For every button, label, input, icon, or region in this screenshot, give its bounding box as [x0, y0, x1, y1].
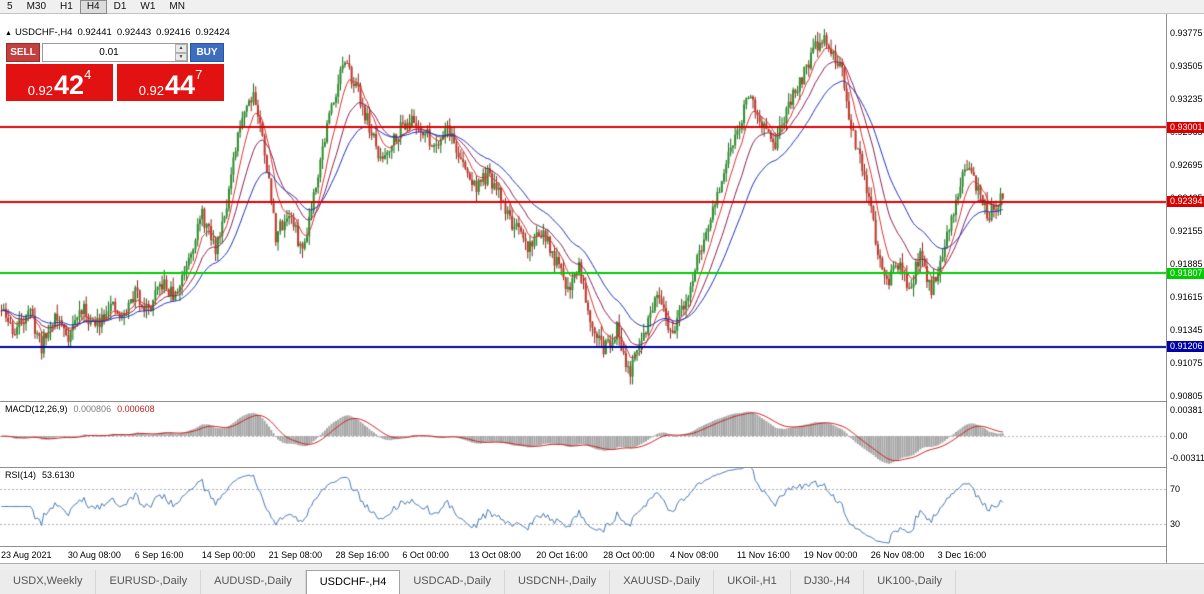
- price-scale[interactable]: 0.937750.935050.932350.929650.926950.924…: [1166, 14, 1204, 563]
- buy-button[interactable]: BUY: [190, 43, 224, 62]
- timeframe-button-mn[interactable]: MN: [162, 0, 192, 14]
- pane-separator[interactable]: [0, 467, 1204, 468]
- hline-price-badge: 0.92394: [1167, 196, 1204, 208]
- chart-canvas[interactable]: [0, 14, 1166, 563]
- macd-axis-label: -0.00311: [1170, 452, 1204, 463]
- chart-tab-dj30-h4[interactable]: DJ30-,H4: [791, 570, 865, 594]
- timeframe-button-d1[interactable]: D1: [107, 0, 134, 14]
- price-axis-label: 0.91885: [1170, 258, 1203, 269]
- chart-region: ▲ USDCHF-,H4 0.92441 0.92443 0.92416 0.92424 …: [0, 14, 1204, 563]
- ohlc-close: 0.92424: [195, 27, 230, 38]
- time-axis-label: 30 Aug 08:00: [67, 550, 121, 560]
- pane-separator[interactable]: [0, 401, 1204, 402]
- price-axis-label: 0.91075: [1170, 357, 1203, 368]
- time-axis-label: 21 Sep 08:00: [268, 550, 323, 560]
- timeframe-button-h4[interactable]: H4: [79, 0, 107, 14]
- time-scale[interactable]: 23 Aug 2021 30 Aug 08:00 6 Sep 16:00 14 Sep…: [0, 547, 1166, 563]
- price-axis-label: 0.93235: [1170, 93, 1203, 104]
- time-axis-label: 3 Dec 16:00: [937, 550, 987, 560]
- rsi-axis-label: 70: [1170, 484, 1181, 495]
- hline-price-badge: 0.91206: [1167, 341, 1204, 353]
- macd-indicator-label: MACD(12,26,9) 0.000806 0.000608: [5, 404, 155, 414]
- chart-tab-usdcnh-daily[interactable]: USDCNH-,Daily: [505, 570, 611, 594]
- timeframe-button-h1[interactable]: H1: [53, 0, 80, 14]
- price-axis-label: 0.92695: [1170, 159, 1203, 170]
- chart-tab-usdchf-h4[interactable]: USDCHF-,H4: [305, 570, 401, 594]
- lot-increase-button[interactable]: ▲: [175, 44, 187, 53]
- chart-tab-eurusd-daily[interactable]: EURUSD-,Daily: [96, 570, 202, 594]
- timeframe-button-w1[interactable]: W1: [133, 0, 162, 14]
- sell-button[interactable]: SELL: [6, 43, 40, 62]
- macd-name: MACD(12,26,9): [5, 404, 68, 414]
- hline-price-badge: 0.91807: [1167, 267, 1204, 279]
- sell-price-prefix: 0.92: [27, 83, 54, 98]
- price-axis-label: 0.92155: [1170, 225, 1203, 236]
- buy-price-display[interactable]: 0.92 44 7: [117, 64, 224, 101]
- sell-price-big: 42: [54, 70, 85, 100]
- time-axis-label: 14 Sep 00:00: [201, 550, 256, 560]
- pane-separator[interactable]: [0, 546, 1204, 547]
- ohlc-low: 0.92416: [156, 27, 191, 38]
- buy-price-big: 44: [165, 70, 196, 100]
- rsi-name: RSI(14): [5, 470, 37, 480]
- timeframe-toolbar: 5 M30 H1 H4 D1 W1 MN: [0, 0, 1204, 14]
- ohlc-open: 0.92441: [77, 27, 112, 38]
- lot-size-box: ▲ ▼: [42, 43, 188, 62]
- time-axis-label: 6 Sep 16:00: [134, 550, 184, 560]
- chart-tab-uk100-daily[interactable]: UK100-,Daily: [864, 570, 957, 594]
- chart-tab-usdcad-daily[interactable]: USDCAD-,Daily: [400, 570, 505, 594]
- time-axis-label: 4 Nov 08:00: [670, 550, 719, 560]
- time-axis-label: 20 Oct 16:00: [536, 550, 588, 560]
- buy-price-prefix: 0.92: [138, 83, 165, 98]
- chart-title: ▲ USDCHF-,H4 0.92441 0.92443 0.92416 0.92424: [5, 27, 235, 38]
- time-axis-label: 13 Oct 08:00: [469, 550, 521, 560]
- macd-axis-label: 0.00381: [1170, 404, 1203, 415]
- lot-size-input[interactable]: [43, 44, 175, 61]
- lot-decrease-button[interactable]: ▼: [175, 52, 187, 61]
- chart-symbol: USDCHF-,H4: [14, 27, 73, 38]
- price-axis-label: 0.93775: [1170, 27, 1203, 38]
- sell-price-display[interactable]: 0.92 42 4: [6, 64, 113, 101]
- rsi-indicator-label: RSI(14) 53.6130: [5, 470, 75, 480]
- timeframe-button-m30[interactable]: M30: [20, 0, 53, 14]
- ohlc-high: 0.92443: [116, 27, 152, 38]
- chart-tab-audusd-daily[interactable]: AUDUSD-,Daily: [201, 570, 306, 594]
- macd-axis-label: 0.00: [1170, 431, 1188, 442]
- time-axis-label: 28 Sep 16:00: [335, 550, 390, 560]
- status-strip: [0, 563, 1204, 570]
- price-axis-label: 0.91615: [1170, 291, 1203, 302]
- hline-price-badge: 0.93001: [1167, 121, 1204, 133]
- chart-tab-xauusd-daily[interactable]: XAUUSD-,Daily: [610, 570, 715, 594]
- macd-main-value: 0.000806: [73, 404, 112, 414]
- price-axis-label: 0.91345: [1170, 324, 1203, 335]
- buy-price-sup: 7: [195, 67, 203, 82]
- time-axis-label: 23 Aug 2021: [1, 550, 52, 560]
- timeframe-button-5[interactable]: 5: [0, 0, 20, 14]
- time-axis-label: 19 Nov 00:00: [803, 550, 858, 560]
- collapse-one-click-icon[interactable]: ▲: [5, 30, 12, 37]
- chart-tab-ukoil-h1[interactable]: UKOil-,H1: [714, 570, 791, 594]
- time-axis-label: 6 Oct 00:00: [402, 550, 449, 560]
- macd-signal-value: 0.000608: [117, 404, 155, 414]
- time-axis-label: 11 Nov 16:00: [736, 550, 790, 560]
- chart-tab-bar: USDX,Weekly EURUSD-,Daily AUDUSD-,Daily USD…: [0, 570, 1204, 594]
- rsi-axis-label: 30: [1170, 518, 1181, 529]
- price-axis-label: 0.93505: [1170, 60, 1203, 71]
- rsi-value: 53.6130: [42, 470, 75, 480]
- time-axis-label: 26 Nov 08:00: [870, 550, 925, 560]
- sell-price-sup: 4: [84, 67, 92, 82]
- price-axis-label: 0.90805: [1170, 390, 1203, 401]
- chart-tab-usdx-weekly[interactable]: USDX,Weekly: [0, 570, 97, 594]
- time-axis-label: 28 Oct 00:00: [603, 550, 655, 560]
